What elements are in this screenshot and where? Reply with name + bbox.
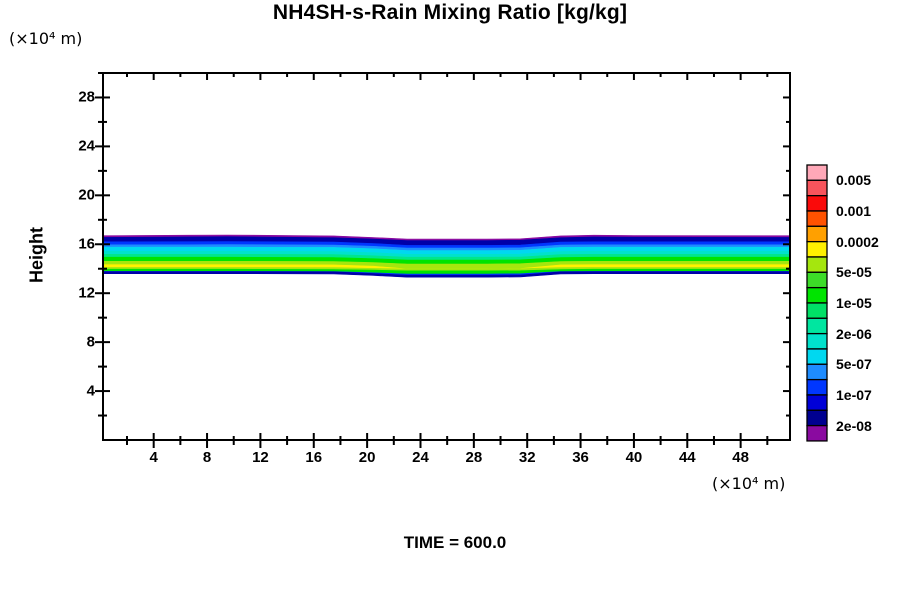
x-tick-label: 8 [202,449,212,466]
x-tick-label: 48 [732,449,749,466]
colorbar-segment [806,348,828,365]
colorbar-segment [806,363,828,381]
colorbar-tick-label: 5e-05 [836,264,872,281]
colorbar-segment [806,378,828,396]
x-tick-label: 28 [465,449,483,466]
x-tick-label: 12 [252,449,269,466]
x-tick-label: 36 [572,449,589,466]
y-tick-label: 20 [78,186,95,204]
y-tick-label: 4 [86,382,95,400]
y-tick-label: 8 [86,333,95,351]
x-tick-label: 20 [358,449,376,466]
colorbar-segment [806,225,828,243]
colorbar-tick-label: 5e-07 [836,356,872,373]
colorbar-segment [806,286,828,304]
colorbar-tick-label: 0.005 [836,172,872,189]
colorbar-segment [806,409,828,427]
x-tick-label: 40 [625,449,643,466]
colorbar-segment [806,394,828,411]
y-tick-label: 24 [78,137,95,155]
colorbar-segment [806,317,828,335]
colorbar-segment [806,164,828,181]
x-tick-label: 32 [518,449,536,466]
x-tick-label: 24 [412,449,429,466]
time-label: TIME = 600.0 [403,533,507,552]
colorbar-segment [806,271,828,289]
colorbar-segment [806,240,828,258]
colorbar-tick-label: 2e-08 [836,417,872,434]
x-tick-label: 16 [305,449,323,466]
x-axis-unit-label: (×10⁴ m) [712,474,786,493]
colorbar-segment [806,210,828,227]
colorbar-tick-label: 0.001 [836,202,872,219]
colorbar-tick-label: 0.0002 [836,233,879,250]
colorbar-tick-label: 2e-06 [836,325,872,342]
colorbar-tick-label: 1e-05 [836,294,872,311]
colorbar-segment [806,256,828,273]
colorbar-segment [806,195,828,212]
x-tick-label: 4 [149,449,158,466]
y-tick-label: 28 [78,88,95,106]
plot-title: NH4SH-s-Rain Mixing Ratio [kg/kg] [272,1,628,24]
colorbar-segment [806,424,828,442]
x-tick-label: 44 [678,449,696,466]
colorbar-segment [806,179,828,197]
y-axis-unit-label: (×10⁴ m) [9,29,83,48]
y-tick-label: 12 [78,284,95,302]
colorbar-segment [806,332,828,350]
colorbar-segment [806,302,828,319]
colorbar-tick-label: 1e-07 [836,386,872,403]
y-tick-label: 16 [78,235,95,253]
